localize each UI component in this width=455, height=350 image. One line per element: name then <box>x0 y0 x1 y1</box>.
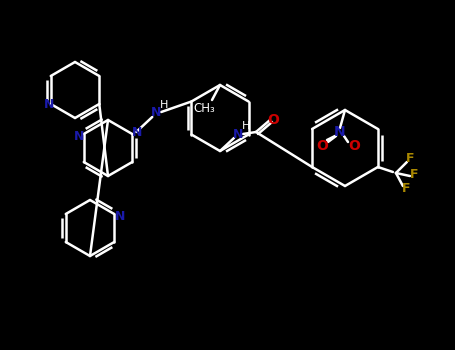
Text: N: N <box>233 128 243 141</box>
Text: N: N <box>44 98 54 111</box>
Text: N: N <box>115 210 126 223</box>
Text: F: F <box>410 168 418 182</box>
Text: H: H <box>160 100 168 110</box>
Text: N: N <box>151 105 162 119</box>
Text: CH₃: CH₃ <box>193 103 215 116</box>
Text: O: O <box>267 113 279 127</box>
Text: H: H <box>242 121 250 131</box>
Text: N: N <box>74 130 84 142</box>
Text: O: O <box>316 139 328 153</box>
Text: N: N <box>334 125 346 139</box>
Text: F: F <box>406 153 414 166</box>
Text: F: F <box>402 182 410 196</box>
Text: N: N <box>132 126 142 139</box>
Text: O: O <box>348 139 360 153</box>
